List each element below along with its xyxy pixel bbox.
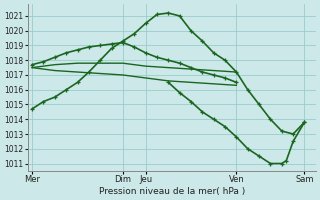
X-axis label: Pression niveau de la mer( hPa ): Pression niveau de la mer( hPa ) bbox=[99, 187, 245, 196]
